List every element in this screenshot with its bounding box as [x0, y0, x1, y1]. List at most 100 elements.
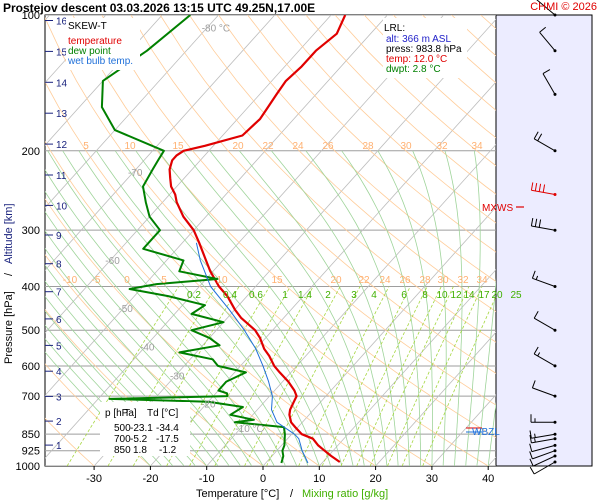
- wind-barb-staff: [531, 438, 556, 444]
- isotherm-line: [45, 15, 219, 209]
- mixing-ratio-label: 25: [510, 290, 522, 301]
- mixing-ratio-mid-label: 5: [161, 275, 167, 286]
- moist-adiabat: [487, 401, 496, 466]
- data-table: p [hPa] T Td [°C] 500 -23.1 -34.4 700 -5…: [100, 402, 190, 456]
- mixing-ratio-label: 12: [450, 290, 462, 301]
- altitude-tick-label: 5: [56, 341, 62, 352]
- pressure-tick-label: 925: [22, 446, 40, 458]
- wind-barb-half-flag: [534, 438, 536, 443]
- wind-barb-dot: [553, 328, 557, 332]
- isotherm-label: -80 °C: [202, 24, 230, 35]
- dry-adiabat: [247, 15, 496, 253]
- mixing-ratio-mid-label: 34: [476, 275, 488, 286]
- pressure-tick-label: 700: [22, 391, 40, 403]
- mixing-ratio-line: [298, 286, 390, 466]
- mixing-ratio-top-label: 22: [262, 141, 274, 152]
- isotherm-label: -60: [105, 256, 120, 267]
- dry-adiabat: [159, 15, 496, 343]
- table-cell: -1.2: [159, 445, 177, 456]
- isotherm-label: -40: [140, 342, 155, 353]
- wind-barb-staff: [533, 317, 556, 331]
- altitude-tick-label: 15: [56, 47, 68, 58]
- temp-tick-label: -20: [142, 473, 158, 485]
- chart-title: Prostejov descent 03.03.2026 13:15 UTC 4…: [3, 1, 315, 15]
- mixing-ratio-top-label: 5: [83, 141, 89, 152]
- wind-barb-flag: [530, 218, 534, 227]
- isotherm-label: -50: [118, 304, 133, 315]
- isotherm-label: -10 °C: [235, 424, 263, 435]
- wind-barb: [529, 430, 557, 439]
- mixing-ratio-top-label: 10: [124, 141, 136, 152]
- wind-barb: [529, 443, 557, 453]
- wind-barb-dot: [553, 285, 557, 288]
- table-cell: -5.2: [130, 434, 148, 445]
- tick-layer: 1002003004005006007008509251000123456789…: [16, 10, 522, 485]
- dry-adiabat: [45, 17, 489, 466]
- moist-adiabat: [341, 150, 421, 466]
- altitude-tick-label: 11: [56, 171, 67, 182]
- lrl-dwpt: dwpt: 2.8 °C: [386, 64, 441, 75]
- mixing-ratio-top-label: 30: [400, 141, 412, 152]
- wind-barb-flag: [529, 430, 532, 439]
- wind-barb-staff: [539, 31, 556, 52]
- moist-adiabat: [135, 150, 343, 466]
- wind-barb-dot: [553, 394, 557, 398]
- lrl-press: press: 983.8 hPa: [386, 44, 462, 55]
- dry-adiabat: [45, 140, 376, 466]
- temp-tick-label: 30: [426, 473, 438, 485]
- mixing-ratio-mid-label: 26: [399, 275, 411, 286]
- wind-barb: [542, 69, 557, 96]
- lrl-alt: alt: 366 m ASL: [386, 34, 451, 45]
- mixing-ratio-label: 4: [371, 290, 377, 301]
- ylabel-altitude: Altitude [km]: [3, 203, 15, 264]
- wind-barb: [533, 346, 557, 368]
- pressure-tick-label: 500: [22, 325, 40, 337]
- wind-barb: [530, 182, 557, 196]
- mixing-ratio-mid-label: 0: [124, 275, 130, 286]
- mixing-ratio-mid-label: 22: [358, 275, 370, 286]
- isotherm-line: [45, 15, 163, 146]
- wind-barb: [530, 218, 557, 232]
- mixing-ratio-mid-label: 30: [437, 275, 449, 286]
- mixing-ratio-label: 2: [325, 290, 331, 301]
- altitude-tick-label: 12: [56, 140, 68, 151]
- wind-barb: [530, 414, 557, 424]
- table-cell: -23.1: [130, 423, 153, 434]
- pressure-tick-label: 100: [22, 10, 40, 22]
- x-axis-label: Temperature [°C] / Mixing ratio [g/kg]: [196, 488, 388, 500]
- wind-barb-flag: [529, 434, 532, 443]
- mixing-ratio-line: [401, 286, 483, 466]
- moist-adiabat: [45, 264, 219, 466]
- moist-adiabat: [444, 150, 463, 466]
- xlabel-mixing-ratio: Mixing ratio [g/kg]: [302, 488, 388, 500]
- moist-adiabat: [45, 211, 253, 466]
- altitude-tick-label: 6: [56, 315, 62, 326]
- wind-barb-flag: [530, 182, 534, 191]
- table-cell: 500: [114, 423, 131, 434]
- wind-barb-flag: [537, 133, 543, 142]
- mixing-ratio-line: [387, 286, 470, 466]
- series-layer: [100, 15, 347, 464]
- wind-barb-staff: [531, 444, 556, 453]
- altitude-tick-label: 4: [56, 367, 62, 378]
- wind-barb-dot: [553, 149, 557, 153]
- altitude-tick-label: 1: [56, 441, 62, 452]
- mixing-ratio-line: [132, 286, 240, 466]
- moist-adiabat: [271, 150, 399, 466]
- wind-barb-flag: [531, 380, 536, 389]
- wind-barb-dot: [553, 193, 557, 196]
- isotherm-label: -30: [170, 372, 185, 383]
- pressure-tick-label: 1000: [16, 461, 40, 473]
- wind-barb: [531, 270, 557, 288]
- pressure-tick-label: 200: [22, 146, 40, 158]
- credit-text: CHMI © 2026: [530, 1, 597, 13]
- isotherm-line: [206, 143, 496, 466]
- wind-barb: [536, 0, 557, 17]
- altitude-tick-label: 9: [56, 231, 62, 242]
- y-axis-label: Pressure [hPa] / Altitude [km]: [3, 203, 15, 364]
- mixing-ratio-mid-label: 24: [379, 275, 391, 286]
- mixing-ratio-line: [189, 286, 291, 466]
- isotherm-line: [375, 331, 496, 466]
- dry-adiabat: [45, 254, 264, 466]
- isotherm-label: -70: [128, 168, 143, 179]
